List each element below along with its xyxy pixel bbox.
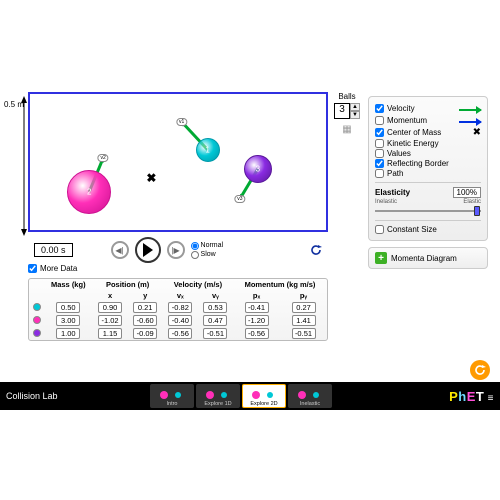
elasticity-label: Elasticity <box>375 188 410 197</box>
time-display: 0.00 s <box>34 243 73 257</box>
balls-increment-button[interactable]: ▲ <box>350 103 360 111</box>
opt-center-of-mass[interactable]: Center of Mass✖ <box>375 127 481 138</box>
cell[interactable]: -0.41 <box>245 302 269 313</box>
cell[interactable]: 1.41 <box>292 315 316 326</box>
table-row: 3.00 -1.02 -0.60 -0.40 0.47 -1.20 1.41 <box>29 314 327 327</box>
cell[interactable]: 0.21 <box>133 302 157 313</box>
opt-momentum[interactable]: Momentum <box>375 115 481 126</box>
balls-decrement-button[interactable]: ▼ <box>350 111 360 119</box>
cell[interactable]: 1.15 <box>98 328 122 339</box>
cell[interactable]: 1.00 <box>56 328 80 339</box>
more-data-checkbox[interactable]: More Data <box>28 264 77 273</box>
nav-tab[interactable]: Explore 1D <box>196 384 240 408</box>
opt-velocity[interactable]: Velocity <box>375 103 481 114</box>
options-panel: Velocity Momentum Center of Mass✖ Kineti… <box>368 96 488 241</box>
opt-reflecting-border[interactable]: Reflecting Border <box>375 159 481 168</box>
center-of-mass-icon: ✖ <box>146 171 156 185</box>
cell[interactable]: -1.20 <box>245 315 269 326</box>
cell[interactable]: 0.47 <box>203 315 227 326</box>
nav-tab[interactable]: Intro <box>150 384 194 408</box>
step-forward-button[interactable]: |▶ <box>167 241 185 259</box>
axis-arrows-icon <box>20 96 28 236</box>
cell[interactable]: 0.27 <box>292 302 316 313</box>
opt-values[interactable]: Values <box>375 149 481 158</box>
cell[interactable]: -0.60 <box>133 315 157 326</box>
cell[interactable]: -0.56 <box>245 328 269 339</box>
nav-tab[interactable]: Explore 2D <box>242 384 286 408</box>
com-icon: ✖ <box>473 127 481 138</box>
more-data-label: More Data <box>40 264 77 273</box>
grid-toggle-icon[interactable]: ▦ <box>342 124 351 135</box>
col-velocity: Velocity (m/s) <box>163 279 233 290</box>
sim-title: Collision Lab <box>6 391 58 401</box>
table-row: 1.00 1.15 -0.09 -0.56 -0.51 -0.56 -0.51 <box>29 327 327 340</box>
velocity-handle[interactable]: v2 <box>98 154 109 162</box>
data-table: Mass (kg) Position (m) Velocity (m/s) Mo… <box>28 278 328 341</box>
cell[interactable]: -0.82 <box>168 302 192 313</box>
nav-bar: Collision Lab ⌂ IntroExplore 1DExplore 2… <box>0 382 500 410</box>
balls-count: 3 <box>334 103 350 119</box>
cell[interactable]: 3.00 <box>56 315 80 326</box>
opt-constant-size[interactable]: Constant Size <box>375 225 481 234</box>
step-back-button[interactable]: ◀| <box>111 241 129 259</box>
balls-label: Balls <box>332 92 362 101</box>
opt-kinetic-energy[interactable]: Kinetic Energy <box>375 139 481 148</box>
speed-slow-label: Slow <box>201 251 216 258</box>
balls-spinner[interactable]: 3 ▲ ▼ <box>332 103 362 119</box>
cell[interactable]: -1.02 <box>98 315 122 326</box>
reset-all-button[interactable] <box>470 360 490 380</box>
nav-tab[interactable]: Inelastic <box>288 384 332 408</box>
phet-logo[interactable]: PhET ≡ <box>449 389 494 404</box>
cell[interactable]: 0.90 <box>98 302 122 313</box>
velocity-handle[interactable]: v3 <box>234 195 245 203</box>
cell[interactable]: -0.09 <box>133 328 157 339</box>
play-button[interactable] <box>135 237 161 263</box>
cell[interactable]: 0.53 <box>203 302 227 313</box>
restart-button[interactable] <box>308 242 324 258</box>
plus-icon: + <box>375 252 387 264</box>
simulation-arena[interactable]: 1 v1 2 v2 3 v3 ✖ <box>28 92 328 232</box>
cell[interactable]: -0.40 <box>168 315 192 326</box>
cell[interactable]: -0.51 <box>203 328 227 339</box>
elasticity-slider[interactable] <box>375 206 481 216</box>
col-position: Position (m) <box>92 279 162 290</box>
cell[interactable]: 0.50 <box>56 302 80 313</box>
cell[interactable]: -0.56 <box>168 328 192 339</box>
cell[interactable]: -0.51 <box>292 328 316 339</box>
speed-normal-radio[interactable]: Normal <box>191 242 224 250</box>
table-row: 0.50 0.90 0.21 -0.82 0.53 -0.41 0.27 <box>29 301 327 314</box>
ball[interactable]: 3 <box>244 155 272 183</box>
col-momentum: Momentum (kg m/s) <box>233 279 327 290</box>
elasticity-value: 100% <box>453 187 481 198</box>
opt-path[interactable]: Path <box>375 169 481 178</box>
speed-normal-label: Normal <box>201 242 224 249</box>
speed-slow-radio[interactable]: Slow <box>191 251 224 259</box>
col-mass: Mass (kg) <box>44 279 92 290</box>
velocity-vectors <box>30 94 326 230</box>
velocity-handle[interactable]: v1 <box>176 118 187 126</box>
momenta-diagram-button[interactable]: + Momenta Diagram <box>368 247 488 269</box>
ball[interactable]: 2 <box>67 170 111 214</box>
ball[interactable]: 1 <box>196 138 220 162</box>
